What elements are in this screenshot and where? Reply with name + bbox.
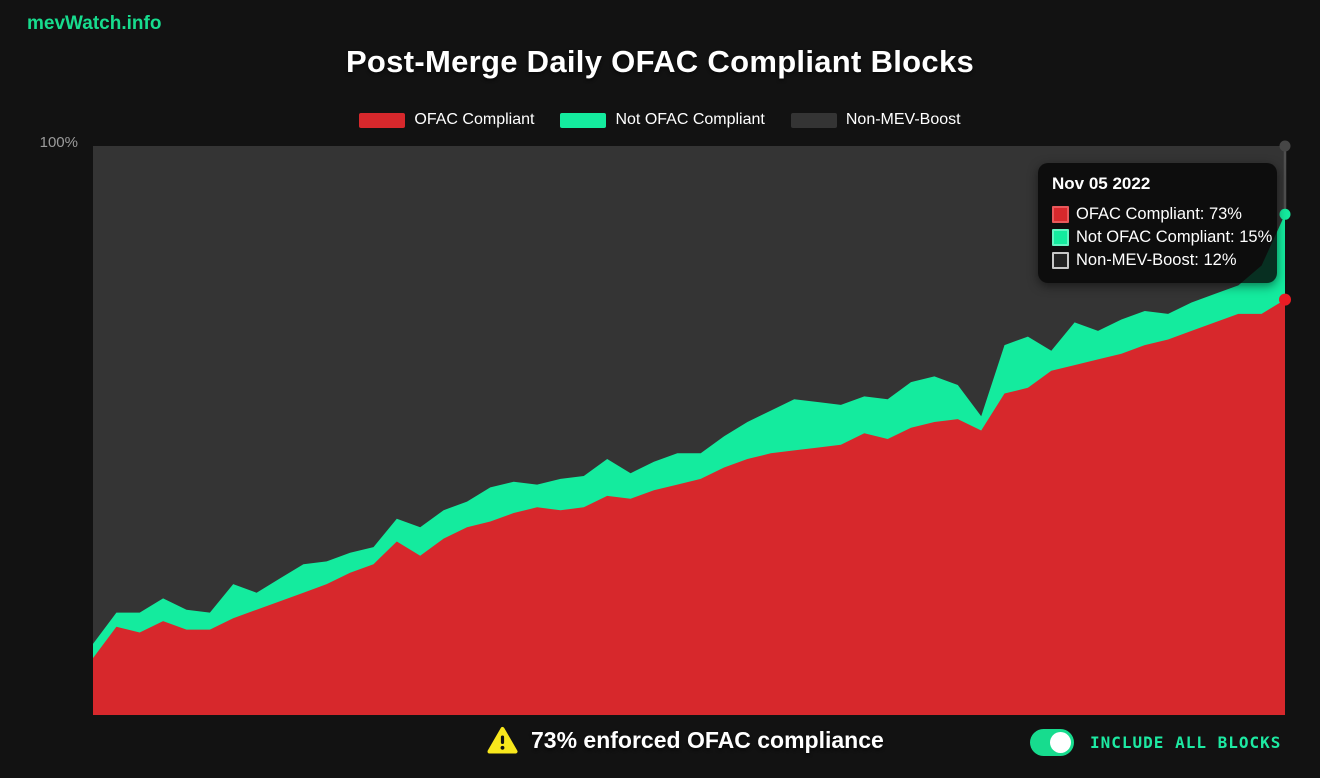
marker-ofac	[1279, 293, 1291, 306]
tooltip-row-non-mev-boost: Non-MEV-Boost: 12%	[1052, 249, 1263, 272]
legend-item-not-ofac-compliant[interactable]: Not OFAC Compliant	[560, 111, 765, 129]
legend-swatch-gray	[790, 112, 837, 128]
include-all-blocks-toggle[interactable]	[1030, 729, 1074, 756]
tooltip-text-non-mev-boost: Non-MEV-Boost: 12%	[1076, 251, 1237, 269]
tooltip-date: Nov 05 2022	[1052, 174, 1151, 193]
legend-item-ofac-compliant[interactable]: OFAC Compliant	[359, 111, 534, 129]
tooltip-swatch-gray	[1052, 252, 1069, 269]
tooltip-row-ofac: OFAC Compliant: 73%	[1052, 203, 1263, 226]
chart-legend: OFAC Compliant Not OFAC Compliant Non-ME…	[0, 111, 1320, 129]
warning-icon	[487, 727, 518, 754]
chart-tooltip: Nov 05 2022 OFAC Compliant: 73% Not OFAC…	[1038, 163, 1277, 283]
marker-non-mev-boost	[1279, 140, 1291, 152]
legend-swatch-green	[560, 112, 607, 128]
tooltip-text-not-ofac: Not OFAC Compliant: 15%	[1076, 228, 1273, 246]
tooltip-swatch-green	[1052, 229, 1069, 246]
site-logo[interactable]: mevWatch.info	[27, 13, 162, 34]
tooltip-swatch-red	[1052, 206, 1069, 223]
include-all-blocks-toggle-group: INCLUDE ALL BLOCKS	[1030, 729, 1281, 756]
legend-swatch-red	[359, 112, 406, 128]
warning-text: 73% enforced OFAC compliance	[531, 727, 884, 753]
page-title: Post-Merge Daily OFAC Compliant Blocks	[345, 44, 975, 79]
toggle-knob	[1050, 732, 1071, 753]
legend-label-ofac-compliant: OFAC Compliant	[414, 111, 535, 128]
tooltip-text-ofac: OFAC Compliant: 73%	[1076, 205, 1242, 223]
tooltip-row-not-ofac: Not OFAC Compliant: 15%	[1052, 226, 1272, 249]
legend-label-non-mev-boost: Non-MEV-Boost	[845, 111, 961, 128]
marker-not-ofac	[1279, 208, 1291, 220]
ofac-area	[93, 299, 1285, 715]
stacked-area-chart[interactable]	[93, 140, 1291, 716]
toggle-label: INCLUDE ALL BLOCKS	[1090, 733, 1282, 752]
legend-item-non-mev-boost[interactable]: Non-MEV-Boost	[790, 111, 961, 129]
y-axis-label-100: 100%	[39, 134, 78, 151]
compliance-warning: 73% enforced OFAC compliance	[487, 726, 884, 755]
legend-label-not-ofac-compliant: Not OFAC Compliant	[615, 111, 765, 128]
